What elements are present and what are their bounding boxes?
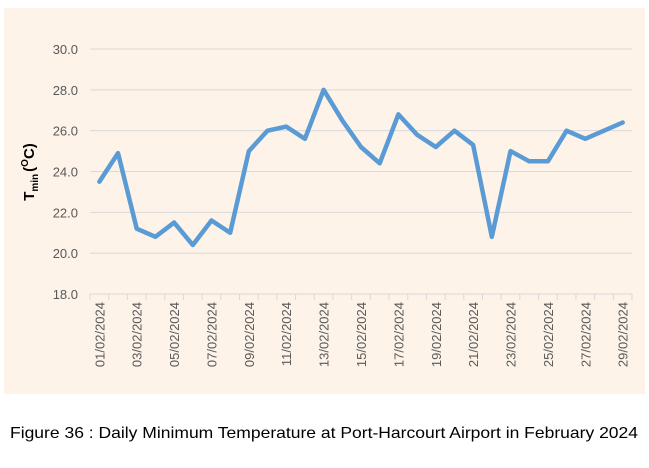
- y-axis-label: Tmin (OC): [20, 143, 41, 201]
- x-tick-label: 19/02/2024: [429, 302, 444, 367]
- x-tick-label: 03/02/2024: [130, 302, 145, 367]
- y-tick-label: 18.0: [53, 287, 78, 302]
- plot-background: [4, 8, 645, 394]
- x-tick-label: 23/02/2024: [504, 302, 519, 367]
- x-tick-label: 11/02/2024: [279, 302, 294, 366]
- x-tick-label: 13/02/2024: [317, 302, 332, 367]
- y-label-sup: O: [20, 159, 31, 167]
- y-tick-label: 20.0: [53, 246, 78, 261]
- y-tick-label: 30.0: [53, 42, 78, 57]
- x-tick-label: 05/02/2024: [167, 302, 182, 367]
- x-tick-label: 17/02/2024: [391, 302, 406, 367]
- y-label-main: T: [21, 192, 38, 201]
- x-tick-label: 25/02/2024: [541, 302, 556, 367]
- y-tick-label: 28.0: [53, 83, 78, 98]
- x-tick-label: 09/02/2024: [242, 302, 257, 367]
- y-tick-label: 26.0: [53, 124, 78, 139]
- y-tick-label: 24.0: [53, 165, 78, 180]
- x-tick-label: 07/02/2024: [204, 302, 219, 367]
- y-label-close: C): [21, 143, 38, 159]
- chart-title: Figure 36 : Daily Minimum Temperature at…: [10, 425, 638, 442]
- x-tick-label: 27/02/2024: [578, 302, 593, 367]
- y-label-sub: min: [30, 174, 41, 192]
- x-tick-label: 01/02/2024: [92, 302, 107, 367]
- y-label-open: (: [21, 167, 38, 172]
- data-line: [97, 87, 625, 248]
- x-tick-label: 15/02/2024: [354, 302, 369, 367]
- x-tick-label: 29/02/2024: [616, 302, 631, 367]
- x-tick-label: 21/02/2024: [466, 302, 481, 367]
- y-tick-label: 22.0: [53, 205, 78, 220]
